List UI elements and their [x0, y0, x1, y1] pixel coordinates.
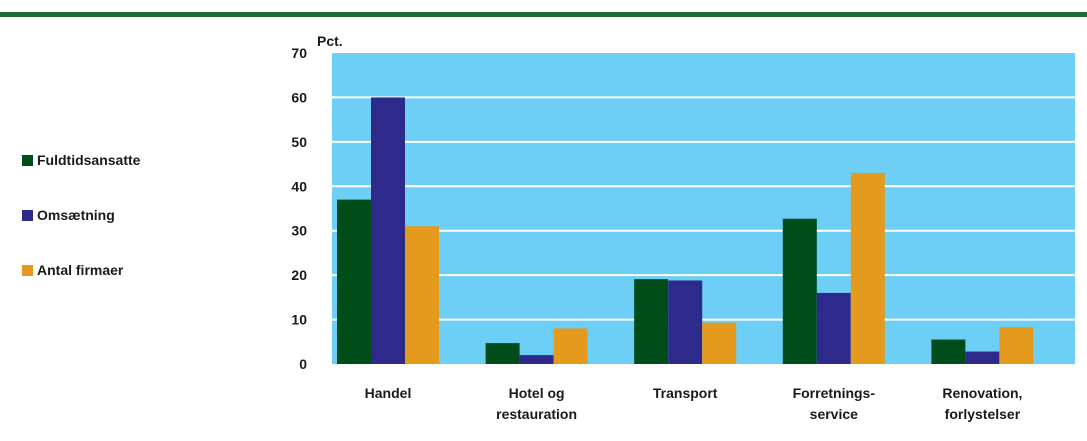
- legend-label: Fuldtidsansatte: [37, 152, 141, 168]
- y-tick-label: 50: [291, 134, 307, 150]
- x-category-label: Transport: [653, 385, 718, 401]
- y-tick-label: 0: [299, 356, 307, 372]
- bar-antal-firmaer-0: [405, 226, 439, 364]
- y-tick-label: 60: [291, 89, 307, 105]
- header-rule: [0, 12, 1087, 17]
- x-category-label-line: restauration: [496, 406, 577, 422]
- x-category-label-line: Transport: [653, 385, 718, 401]
- x-category-label-line: Handel: [365, 385, 412, 401]
- x-category-label-line: Forretnings-: [793, 385, 876, 401]
- x-category-label: Renovation, forlystelser: [942, 385, 1022, 422]
- x-category-label-line: Hotel og: [509, 385, 565, 401]
- y-tick-label: 20: [291, 267, 307, 283]
- legend-swatch: [22, 209, 33, 221]
- y-tick-label: 30: [291, 223, 307, 239]
- x-category-label-line: service: [810, 406, 858, 422]
- bar-antal-firmaer-3: [850, 172, 885, 364]
- gridlines: [332, 96, 1075, 321]
- legend-label: Antal firmaer: [37, 262, 124, 278]
- x-category-label: Handel: [365, 385, 412, 401]
- bar-omsætning-2: [668, 280, 703, 364]
- x-axis-categories: Handel Hotel og restauration Transport Forre…: [365, 385, 1023, 422]
- legend-item-antal-firmaer: Antal firmaer: [22, 260, 140, 280]
- legend-swatch: [22, 154, 33, 166]
- x-category-label: Hotel og restauration: [496, 385, 577, 422]
- x-category-label-line: Renovation,: [942, 385, 1022, 401]
- legend: Fuldtidsansatte Omsætning Antal firmaer: [22, 150, 140, 315]
- x-category-label: Forretnings-service: [793, 385, 876, 422]
- bar-fuldtidsansatte-4: [931, 339, 966, 364]
- bar-fuldtidsansatte-2: [634, 279, 669, 364]
- bar-omsætning-4: [965, 351, 1000, 364]
- bars: [337, 97, 1034, 364]
- legend-label: Omsætning: [37, 207, 115, 223]
- y-axis-ticks: 0 10 20 30 40 50 60 70: [291, 45, 307, 372]
- bar-fuldtidsansatte-1: [485, 343, 520, 364]
- bar-fuldtidsansatte-3: [782, 218, 817, 364]
- legend-item-omsaetning: Omsætning: [22, 205, 140, 225]
- legend-swatch: [22, 264, 33, 276]
- y-axis-label: Pct.: [317, 33, 343, 49]
- y-tick-label: 10: [291, 312, 307, 328]
- y-tick-label: 40: [291, 178, 307, 194]
- plot-background: [332, 53, 1075, 364]
- bar-antal-firmaer-1: [553, 328, 588, 364]
- bar-omsætning-3: [816, 292, 851, 364]
- legend-item-fuldtidsansatte: Fuldtidsansatte: [22, 150, 140, 170]
- bar-omsætning-1: [519, 355, 554, 364]
- bar-omsætning-0: [371, 97, 405, 364]
- bar-fuldtidsansatte-0: [337, 199, 371, 364]
- y-tick-label: 70: [291, 45, 307, 61]
- bar-antal-firmaer-4: [999, 327, 1034, 364]
- x-category-label-line: forlystelser: [945, 406, 1021, 422]
- bar-antal-firmaer-2: [702, 322, 737, 364]
